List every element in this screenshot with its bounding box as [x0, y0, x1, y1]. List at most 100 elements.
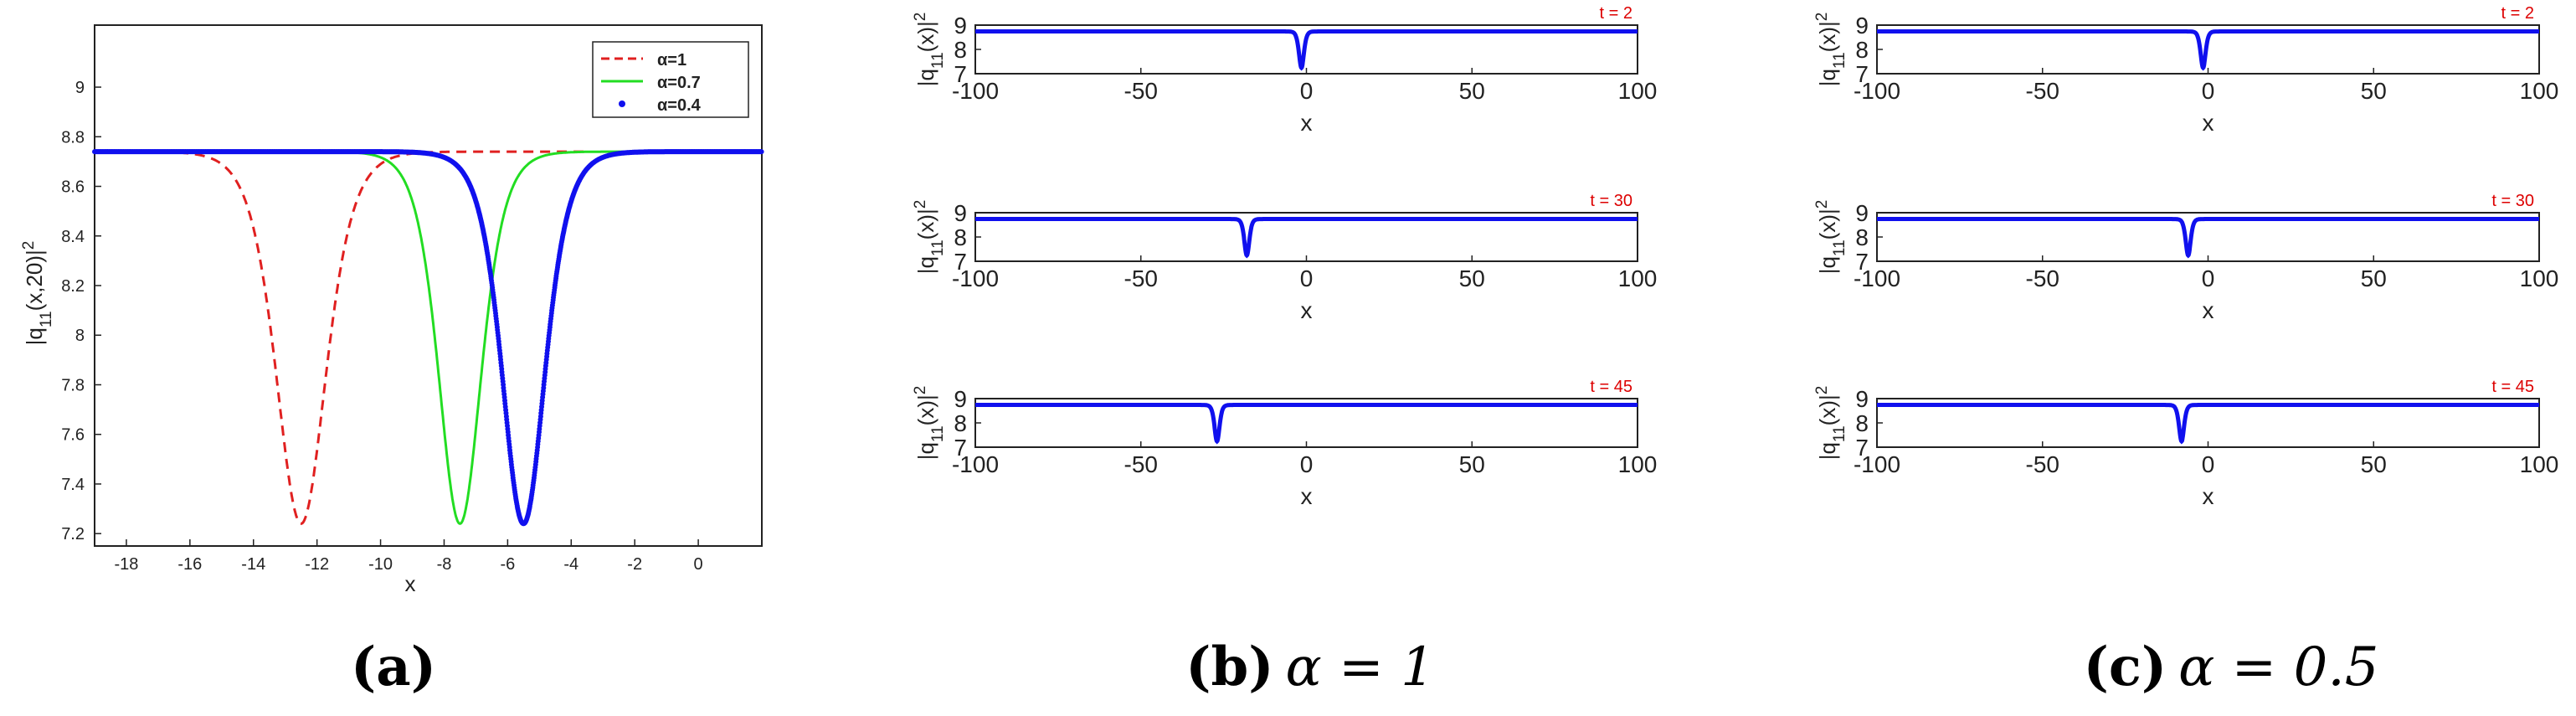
y-tick-label: 8	[1855, 410, 1869, 436]
x-tick-label: 0	[1300, 78, 1314, 104]
y-tick-label: 8	[954, 224, 967, 250]
x-tick-label: 0	[2202, 451, 2215, 477]
time-label: t = 45	[2491, 378, 2534, 396]
time-label: t = 30	[1590, 192, 1632, 210]
y-tick-label: 7	[1855, 249, 1869, 275]
wave-curve	[1877, 403, 2539, 445]
x-axis-label: x	[1301, 297, 1313, 323]
y-tick-label: 9	[75, 79, 85, 97]
subplot-t45: 789 -100 -50 0 50 100 x |q11(x)|2 t = 45	[912, 378, 1658, 509]
x-tick-label: -50	[2026, 78, 2059, 104]
subplot-t2: 789 -100 -50 0 50 100 x |q11(x)|2 t = 2	[912, 4, 1658, 136]
x-tick-label: -100	[952, 78, 999, 104]
legend-box	[592, 41, 749, 118]
legend-label-alpha-0-4: α=0.4	[657, 96, 702, 115]
x-tick-label: 50	[1459, 265, 1485, 291]
y-axis-label: |q11(x)|2	[912, 13, 947, 87]
x-tick-label: 0	[1300, 265, 1314, 291]
time-label: t = 30	[2491, 192, 2534, 210]
caption-b: (b) α = 1	[1185, 636, 1435, 698]
series-alpha-0-4	[92, 149, 764, 527]
x-tick-label: -50	[2026, 451, 2059, 477]
y-tick-label: 8.2	[61, 277, 85, 296]
x-tick-label: -16	[177, 555, 202, 574]
wave-curve	[975, 217, 1638, 259]
y-tick-label: 7.4	[61, 476, 85, 494]
y-tick-label: 7	[954, 435, 967, 461]
y-tick-label: 7	[954, 249, 967, 275]
y-tick-label: 9	[954, 200, 967, 226]
x-tick-label: 50	[1459, 451, 1485, 477]
y-axis-label: |q11(x)|2	[912, 200, 947, 275]
y-tick-label: 8	[1855, 224, 1869, 250]
wave-curve	[975, 403, 1638, 445]
x-tick-label: -50	[1124, 451, 1158, 477]
x-tick-label: 100	[1618, 265, 1658, 291]
x-tick-label: -18	[114, 555, 138, 574]
y-axis-label: |q11(x)|2	[1813, 386, 1848, 461]
x-axis-label: x	[2203, 483, 2214, 509]
y-tick-label: 9	[954, 386, 967, 412]
x-tick-label: -50	[1124, 78, 1158, 104]
x-tick-label: -14	[241, 555, 265, 574]
subplot-t2: 789 -100 -50 0 50 100 x |q11(x)|2 t = 2	[1813, 4, 2559, 136]
panel-a-x-label: x	[405, 571, 416, 596]
x-tick-label: 100	[1618, 451, 1658, 477]
panel-a-legend: α=1 α=0.7 α=0.4	[592, 41, 749, 118]
time-label: t = 45	[1590, 378, 1632, 396]
subplot-t30: 789 -100 -50 0 50 100 x |q11(x)|2 t = 30	[1813, 192, 2559, 323]
y-tick-label: 8	[75, 327, 85, 345]
panel-a-y-ticks: 7.2 7.4 7.6 7.8 8 8.2 8.4 8.6 8.8 9	[61, 79, 101, 543]
x-tick-label: -12	[305, 555, 329, 574]
caption-a: (a)	[351, 636, 436, 698]
y-tick-label: 7	[1855, 435, 1869, 461]
x-tick-label: 0	[2202, 78, 2215, 104]
x-axis-label: x	[1301, 110, 1313, 136]
x-tick-label: 0	[694, 555, 703, 574]
y-tick-label: 7.8	[61, 376, 85, 394]
series-alpha-0-7	[95, 150, 762, 525]
x-axis-label: x	[1301, 483, 1313, 509]
panel-a-y-label: |q11(x,20)|2	[20, 241, 55, 346]
x-axis-label: x	[2203, 297, 2214, 323]
legend-label-alpha-0-7: α=0.7	[657, 74, 701, 92]
wave-curve	[1877, 29, 2539, 71]
x-axis-label: x	[2203, 110, 2214, 136]
panel-a-curves	[92, 149, 764, 527]
x-tick-label: 0	[2202, 265, 2215, 291]
x-tick-label: 100	[2520, 265, 2559, 291]
y-tick-label: 9	[1855, 386, 1869, 412]
x-tick-label: -100	[952, 451, 999, 477]
x-tick-label: -100	[952, 265, 999, 291]
x-tick-label: 100	[2520, 78, 2559, 104]
y-axis-label: |q11(x)|2	[912, 386, 947, 461]
y-tick-label: 8	[954, 410, 967, 436]
x-tick-label: 50	[2361, 265, 2387, 291]
x-tick-label: 0	[1300, 451, 1314, 477]
legend-marker-alpha-0-4	[619, 100, 625, 107]
x-tick-label: 100	[1618, 78, 1658, 104]
y-axis-label: |q11(x)|2	[1813, 200, 1848, 275]
time-label: t = 2	[1600, 4, 1632, 23]
caption-c: (c) α = 0.5	[2084, 636, 2379, 698]
x-tick-label: 100	[2520, 451, 2559, 477]
subplot-t30: 789 -100 -50 0 50 100 x |q11(x)|2 t = 30	[912, 192, 1658, 323]
y-tick-label: 9	[1855, 200, 1869, 226]
y-tick-label: 7.2	[61, 525, 85, 543]
panel-a: 7.27.47.67.888.28.48.68.89 -18 -16 -14 -12-…	[20, 24, 764, 596]
legend-label-alpha-1: α=1	[657, 51, 686, 70]
y-tick-label: 7	[1855, 61, 1869, 87]
y-tick-label: 8.6	[61, 178, 85, 197]
x-tick-label: -50	[1124, 265, 1158, 291]
y-tick-label: 7	[954, 61, 967, 87]
x-tick-label: -100	[1854, 451, 1900, 477]
x-tick-label: -2	[627, 555, 642, 574]
time-label: t = 2	[2501, 4, 2534, 23]
x-tick-label: 50	[1459, 78, 1485, 104]
x-tick-label: 50	[2361, 451, 2387, 477]
y-tick-label: 8	[954, 37, 967, 63]
x-tick-label: -4	[563, 555, 578, 574]
x-tick-label: 50	[2361, 78, 2387, 104]
